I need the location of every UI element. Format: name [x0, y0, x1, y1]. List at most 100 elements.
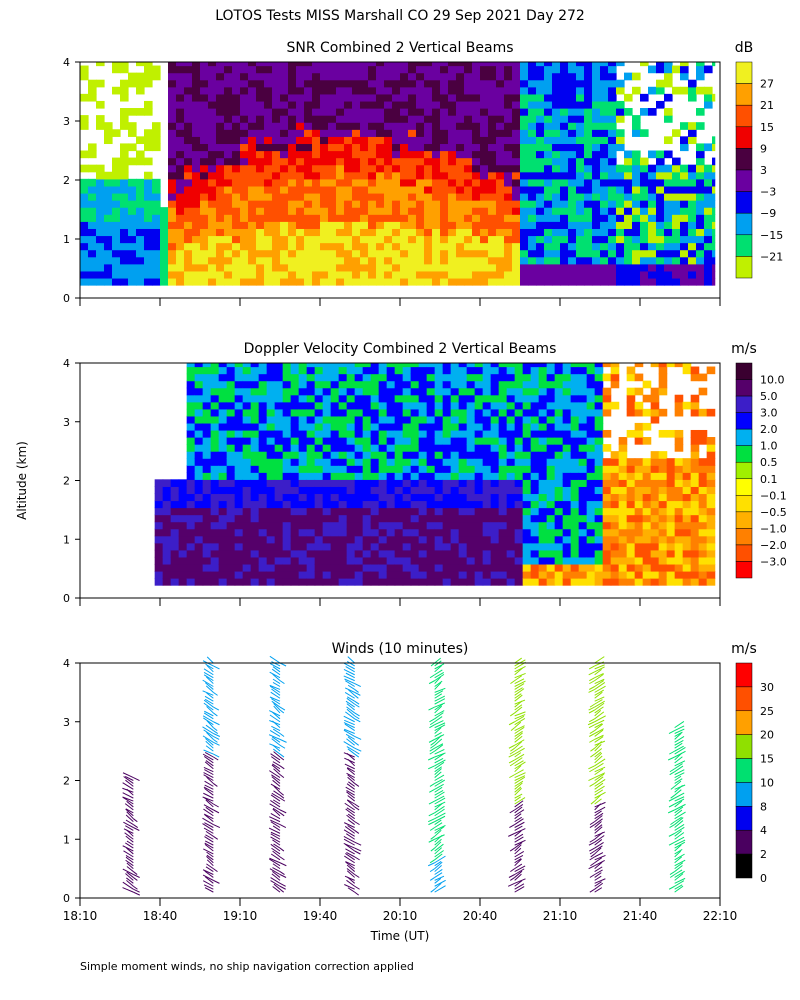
- wind-barb: [206, 692, 214, 699]
- heatmap-cell: [666, 570, 676, 579]
- heatmap-cell: [554, 465, 564, 473]
- heatmap-cell: [424, 129, 433, 137]
- y-axis-1: [75, 362, 80, 599]
- heatmap-cell: [648, 200, 657, 208]
- heatmap-cell: [554, 373, 564, 382]
- heatmap-cell: [552, 86, 561, 95]
- heatmap-cell: [272, 86, 281, 95]
- heatmap-cell: [346, 437, 356, 445]
- heatmap-cell: [360, 143, 369, 152]
- heatmap-cell: [378, 563, 388, 572]
- heatmap-cell: [266, 507, 276, 516]
- heatmap-cell: [498, 437, 508, 445]
- heatmap-cell: [202, 486, 212, 495]
- heatmap-cell: [202, 408, 212, 417]
- heatmap-cell: [418, 465, 428, 473]
- heatmap-cell: [600, 65, 609, 74]
- heatmap-cell: [224, 207, 233, 215]
- heatmap-cell: [272, 143, 281, 152]
- heatmap-cell: [322, 521, 332, 530]
- heatmap-cell: [226, 521, 236, 530]
- heatmap-cell: [536, 221, 545, 229]
- heatmap-cell: [88, 150, 97, 159]
- heatmap-cell: [312, 263, 321, 272]
- heatmap-cell: [538, 422, 548, 431]
- heatmap-cell: [538, 415, 548, 424]
- heatmap-cell: [424, 115, 433, 123]
- heatmap-cell: [602, 458, 612, 466]
- wind-barb: [270, 880, 281, 887]
- wind-barb: [273, 703, 281, 711]
- heatmap-cell: [514, 363, 524, 368]
- heatmap-cell: [346, 401, 356, 410]
- wind-barb: [346, 703, 355, 711]
- heatmap-cell: [344, 235, 353, 244]
- heatmap-cell: [592, 270, 601, 279]
- heatmap-cell: [402, 528, 412, 537]
- heatmap-cell: [394, 415, 404, 424]
- heatmap-cell: [490, 578, 500, 586]
- heatmap-cell: [184, 221, 193, 229]
- heatmap-cell: [688, 270, 697, 279]
- heatmap-cell: [304, 249, 313, 258]
- heatmap-cell: [272, 228, 281, 237]
- heatmap-cell: [152, 129, 161, 137]
- heatmap-cell: [448, 136, 457, 145]
- heatmap-cell: [234, 437, 244, 445]
- heatmap-cell: [434, 514, 444, 523]
- heatmap-cell: [184, 65, 193, 74]
- heatmap-cell: [202, 472, 212, 480]
- heatmap-cell: [112, 62, 121, 67]
- heatmap-cell: [410, 493, 420, 502]
- heatmap-cell: [440, 122, 449, 130]
- heatmap-cell: [152, 214, 161, 222]
- heatmap-cell: [200, 86, 209, 95]
- heatmap-cell: [376, 277, 385, 286]
- heatmap-cell: [210, 437, 220, 445]
- heatmap-cell: [314, 444, 324, 452]
- heatmap-cell: [298, 458, 308, 466]
- heatmap-cell: [634, 458, 644, 466]
- heatmap-cell: [192, 277, 201, 286]
- heatmap-cell: [152, 235, 161, 244]
- heatmap-cell: [600, 164, 609, 173]
- heatmap-cell: [248, 192, 257, 201]
- heatmap-cell: [514, 507, 524, 516]
- heatmap-cell: [456, 62, 465, 67]
- heatmap-cell: [272, 115, 281, 123]
- wind-barb: [202, 753, 214, 761]
- heatmap-cell: [624, 185, 633, 194]
- heatmap-cell: [674, 429, 684, 438]
- wind-barb-flag: [430, 741, 435, 746]
- heatmap-cell: [96, 207, 105, 215]
- heatmap-cell: [314, 570, 324, 579]
- heatmap-cell: [496, 65, 505, 74]
- heatmap-cell: [280, 277, 289, 286]
- colorbar-label: −3.0: [760, 555, 787, 568]
- heatmap-cell: [226, 408, 236, 417]
- heatmap-cell: [482, 472, 492, 480]
- heatmap-cell: [298, 394, 308, 403]
- heatmap-cell: [218, 401, 228, 410]
- heatmap-cell: [504, 207, 513, 215]
- heatmap-cell: [120, 86, 129, 95]
- heatmap-cell: [394, 507, 404, 516]
- heatmap-cell: [674, 500, 684, 509]
- heatmap-cell: [216, 249, 225, 258]
- panel-title: Doppler Velocity Combined 2 Vertical Bea…: [244, 341, 557, 357]
- heatmap-cell: [642, 556, 652, 565]
- heatmap-cell: [680, 178, 689, 187]
- heatmap-cell: [690, 408, 700, 417]
- heatmap-cell: [440, 228, 449, 237]
- wind-barb: [203, 717, 214, 726]
- heatmap-cell: [408, 65, 417, 74]
- heatmap-cell: [584, 178, 593, 187]
- heatmap-cell: [658, 363, 668, 368]
- heatmap-cell: [352, 164, 361, 173]
- heatmap-cell: [346, 415, 356, 424]
- heatmap-cell: [546, 429, 556, 438]
- heatmap-cell: [194, 570, 204, 579]
- colorbar-swatch: [735, 478, 753, 496]
- wind-barb-flag: [213, 824, 221, 829]
- heatmap-cell: [234, 394, 244, 403]
